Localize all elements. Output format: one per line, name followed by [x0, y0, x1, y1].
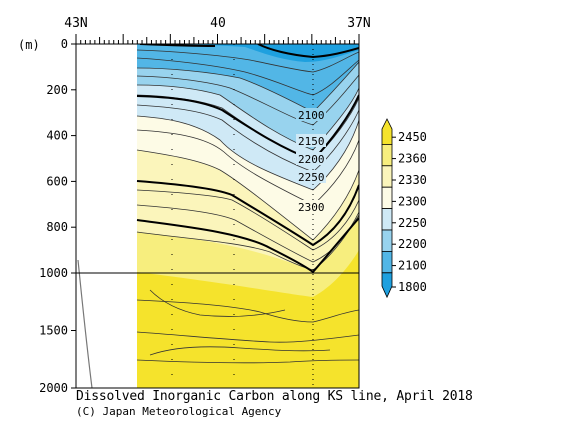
bold-contours: [136, 44, 359, 274]
y-tick-label: 2000: [39, 381, 68, 395]
y-tick-label: 800: [46, 220, 68, 234]
contour-label: 2150: [298, 135, 325, 148]
colorbar-label: 2360: [398, 152, 427, 166]
contour-label: 2200: [298, 153, 325, 166]
x-tick-label-40: 40: [210, 16, 226, 31]
credit-line: (C) Japan Meteorological Agency: [76, 405, 282, 418]
colorbar-swatch: [381, 186, 393, 209]
no-data-region: [76, 44, 137, 388]
contour-label: 2250: [298, 171, 325, 184]
x-tick-label-37n: 37N: [347, 16, 370, 31]
colorbar-label: 2250: [398, 216, 427, 230]
colorbar-swatch: [381, 118, 393, 145]
contour-label: 2100: [298, 109, 325, 122]
colorbar-swatch: [381, 143, 393, 167]
colorbar-label: 2330: [398, 173, 427, 187]
colorbar-swatch: [381, 250, 393, 274]
colorbar-label: 2450: [398, 130, 427, 144]
y-tick-label: 200: [46, 83, 68, 97]
y-tick-label: 0: [61, 37, 68, 51]
y-tick-label: 1000: [39, 266, 68, 280]
colorbar-swatch: [381, 229, 393, 252]
dic-field: [76, 44, 359, 388]
latitude-ruler: [75, 34, 360, 44]
colorbar-label: 1800: [398, 280, 427, 294]
colorbar-swatch: [381, 208, 393, 231]
y-tick-label: 400: [46, 129, 68, 143]
colorbar: 2450 2360 2330 2300 2250 2200 2100 1800: [381, 118, 427, 299]
colorbar-label: 2300: [398, 194, 427, 208]
colorbar-swatch: [381, 165, 393, 188]
colorbar-label: 2200: [398, 237, 427, 251]
y-axis-label: (m): [18, 38, 40, 52]
y-tick-label: 1500: [39, 324, 68, 338]
chart-title: Dissolved Inorganic Carbon along KS line…: [76, 389, 473, 404]
contour-labels: 2100 2150 2200 2250 2300: [296, 108, 326, 214]
colorbar-swatch: [381, 272, 393, 299]
y-tick-label: 600: [46, 174, 68, 188]
y-axis: 0 200 400 600 800 1000 1500 2000: [39, 37, 76, 395]
x-tick-label-43n: 43N: [64, 16, 87, 31]
contour-label: 2300: [298, 201, 325, 214]
colorbar-label: 2100: [398, 259, 427, 273]
